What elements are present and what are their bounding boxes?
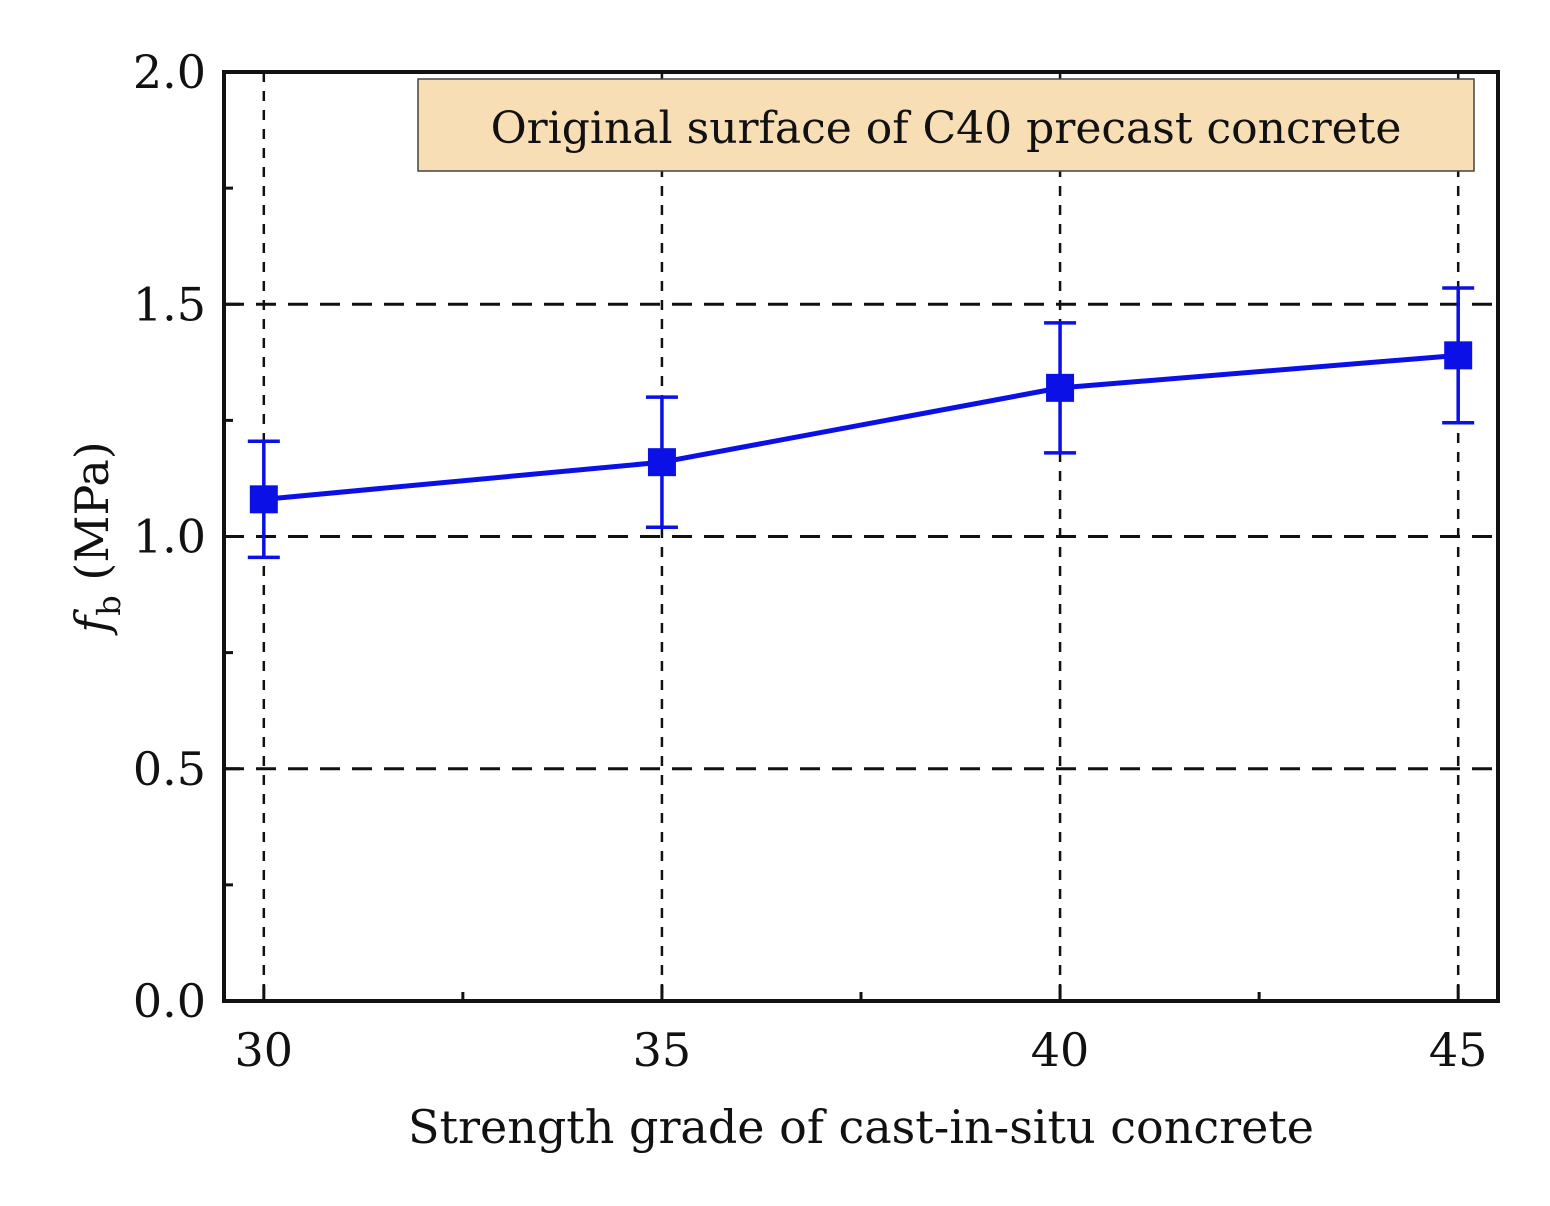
x-tick-label: 30 (235, 1023, 294, 1077)
y-tick-label: 0.5 (133, 742, 206, 796)
y-tick-label: 1.5 (133, 277, 206, 331)
y-axis-title: fb (MPa) (65, 441, 128, 635)
y-tick-labels: 0.0 0.5 1.0 1.5 2.0 (133, 45, 206, 1028)
y-tick-label: 0.0 (133, 974, 206, 1028)
data-point (1444, 341, 1473, 370)
series-line (263, 352, 1459, 502)
data-point (249, 485, 278, 514)
x-tick-labels: 30 35 40 45 (235, 1023, 1488, 1077)
series-f-b (247, 286, 1475, 560)
annotation-text: Original surface of C40 precast concrete (491, 103, 1402, 154)
y-tick-label: 1.0 (133, 510, 206, 564)
grid (224, 72, 1498, 1001)
x-axis-title: Strength grade of cast-in-situ concrete (408, 1100, 1314, 1154)
annotation-box: Original surface of C40 precast concrete (417, 78, 1475, 172)
data-point (1046, 373, 1075, 402)
annotation-background (417, 78, 1475, 172)
y-axis-unit: (MPa) (65, 441, 119, 580)
x-tick-label: 40 (1031, 1023, 1090, 1077)
y-axis-subscript: b (90, 595, 128, 615)
y-tick-label: 2.0 (133, 45, 206, 99)
x-tick-label: 45 (1429, 1023, 1488, 1077)
x-tick-label: 35 (633, 1023, 692, 1077)
plot-frame (222, 70, 1500, 1003)
data-point (647, 448, 676, 477)
y-axis-spacer (65, 581, 119, 596)
